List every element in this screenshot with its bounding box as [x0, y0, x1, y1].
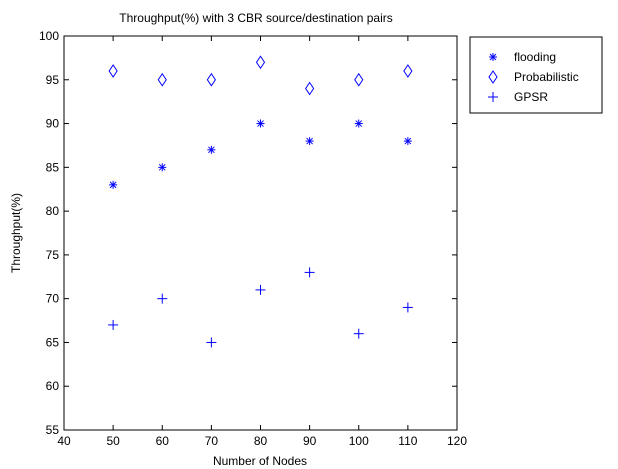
data-point	[257, 120, 265, 128]
x-tick-label: 70	[205, 434, 219, 448]
legend: flooding Probabilistic GPSR	[470, 37, 602, 113]
y-axis-label: Throughput(%)	[9, 193, 23, 273]
y-tick-label: 80	[46, 204, 60, 218]
data-point	[109, 181, 117, 189]
x-tick-label: 120	[447, 434, 467, 448]
data-point	[158, 163, 166, 171]
legend-label: GPSR	[514, 90, 548, 104]
data-point	[306, 137, 314, 145]
plot-area	[64, 36, 457, 430]
x-axis-label: Number of Nodes	[213, 454, 307, 468]
y-tick-label: 55	[46, 423, 60, 437]
x-tick-label: 100	[349, 434, 369, 448]
data-point	[404, 137, 412, 145]
x-tick-label: 60	[156, 434, 170, 448]
x-tick-label: 80	[254, 434, 268, 448]
data-point	[355, 120, 363, 128]
legend-label: Probabilistic	[514, 70, 579, 84]
y-tick-label: 85	[46, 160, 60, 174]
legend-label: flooding	[514, 50, 556, 64]
y-tick-label: 60	[46, 379, 60, 393]
chart-title: Throughput(%) with 3 CBR source/destinat…	[119, 11, 392, 25]
x-tick-label: 110	[398, 434, 417, 448]
x-tick-label: 40	[57, 434, 71, 448]
legend-marker-flooding	[489, 53, 497, 61]
x-tick-label: 50	[106, 434, 120, 448]
y-tick-label: 90	[46, 117, 60, 131]
y-tick-label: 100	[39, 29, 59, 43]
x-tick-label: 90	[303, 434, 317, 448]
data-point	[207, 146, 215, 154]
y-tick-label: 95	[46, 73, 60, 87]
y-tick-label: 70	[46, 292, 60, 306]
y-tick-label: 65	[46, 335, 60, 349]
y-tick-label: 75	[46, 248, 60, 262]
